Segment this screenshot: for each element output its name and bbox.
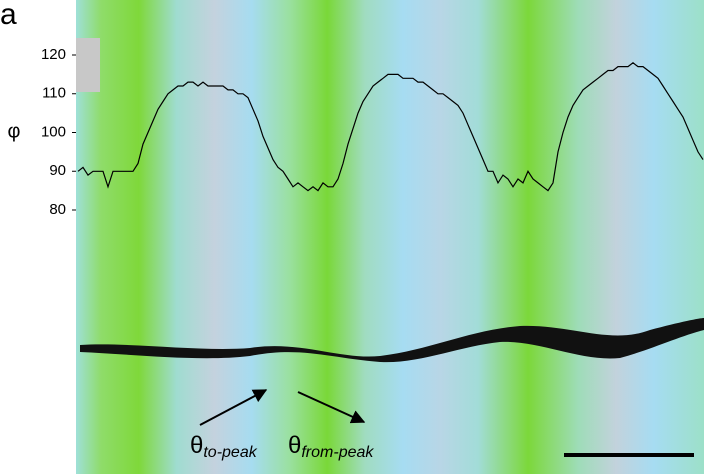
annotation-symbol: θ [190, 432, 203, 459]
highlight-box [76, 38, 100, 92]
y-tick-label: 90 [49, 162, 66, 179]
arrow [199, 389, 268, 426]
crack [80, 318, 704, 363]
annotation: θfrom-peak [288, 432, 374, 461]
y-tick-label: 80 [49, 201, 66, 218]
data-line [77, 62, 704, 192]
y-tick-label: 110 [42, 85, 66, 102]
y-axis-label: φ [8, 120, 21, 142]
micrograph [76, 0, 704, 474]
annotation: θto-peak [190, 432, 258, 461]
arrow [297, 391, 366, 424]
annotation-subscript: to-peak [203, 444, 257, 461]
panel-label: a [0, 0, 17, 31]
annotation-subscript: from-peak [301, 444, 374, 461]
y-tick-label: 120 [41, 46, 66, 63]
annotation-symbol: θ [288, 432, 301, 459]
y-tick-label: 100 [41, 123, 66, 140]
